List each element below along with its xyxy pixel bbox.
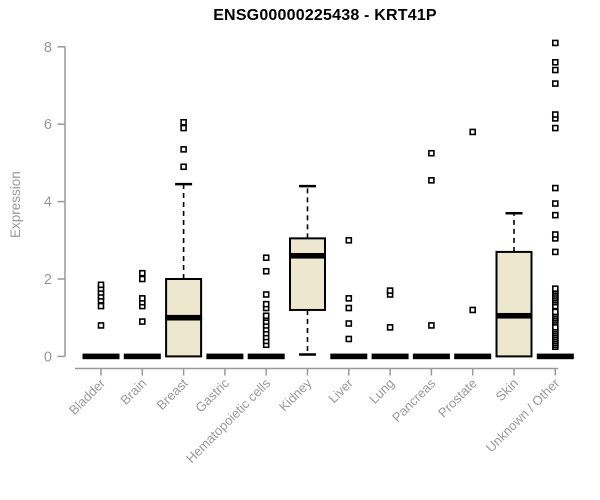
- outlier-bladder-0: [97, 322, 105, 329]
- median-hematopoietic-cells: [247, 353, 285, 360]
- outlier-pancreas-0: [428, 322, 435, 329]
- chart-title: ENSG00000225438 - KRT41P: [213, 7, 437, 24]
- outlier-lung-2: [386, 287, 394, 294]
- outlier-pancreas-2: [428, 149, 435, 157]
- outlier-breast-2: [180, 124, 187, 132]
- x-tick-label-unknown-other: Unknown / Other: [483, 375, 563, 455]
- median-bladder: [82, 353, 120, 360]
- y-tick-label-6: 6: [44, 117, 52, 133]
- outlier-unknown-other-31: [551, 184, 559, 192]
- outlier-liver-1: [345, 320, 353, 327]
- x-tick-label-lung: Lung: [366, 376, 397, 407]
- outlier-lung-0: [386, 324, 394, 331]
- outlier-breast-0: [180, 163, 187, 171]
- y-tick-label-0: 0: [44, 349, 52, 365]
- box-skin: [495, 250, 533, 358]
- x-tick-label-prostate: Prostate: [435, 376, 480, 421]
- outlier-unknown-other-29: [551, 211, 559, 219]
- outlier-brain-3: [139, 295, 146, 302]
- outlier-unknown-other-28: [551, 231, 559, 238]
- median-gastric: [206, 353, 244, 360]
- outlier-hematopoietic-cells-12: [262, 267, 270, 275]
- y-tick-label-2: 2: [44, 272, 52, 288]
- outlier-unknown-other-30: [551, 200, 559, 207]
- outlier-unknown-other-32: [551, 124, 559, 132]
- outlier-unknown-other-38: [551, 39, 559, 47]
- median-brain: [123, 353, 161, 360]
- outlier-breast-3: [180, 118, 187, 126]
- box-kidney: [289, 237, 326, 311]
- outlier-hematopoietic-cells-11: [262, 291, 270, 298]
- outlier-prostate-1: [469, 128, 477, 136]
- y-tick-label-8: 8: [44, 40, 52, 56]
- outlier-pancreas-1: [428, 177, 435, 184]
- outlier-liver-4: [345, 237, 353, 244]
- x-tick-label-skin: Skin: [493, 376, 521, 404]
- median-unknown-other: [536, 353, 574, 360]
- median-kidney: [289, 252, 326, 259]
- median-prostate: [454, 353, 492, 360]
- outlier-brain-5: [139, 269, 146, 277]
- x-tick-label-gastric: Gastric: [192, 375, 232, 415]
- outlier-unknown-other-37: [551, 58, 559, 66]
- median-pancreas: [412, 353, 450, 360]
- median-breast: [165, 314, 203, 321]
- median-liver: [330, 353, 368, 360]
- x-tick-label-kidney: Kidney: [276, 375, 315, 414]
- x-tick-label-brain: Brain: [117, 376, 149, 408]
- x-tick-label-bladder: Bladder: [66, 375, 109, 418]
- x-tick-label-liver: Liver: [325, 375, 356, 406]
- outlier-unknown-other-26: [551, 248, 559, 256]
- outlier-bladder-6: [97, 281, 105, 289]
- outlier-brain-4: [139, 275, 146, 283]
- outlier-unknown-other-36: [551, 66, 559, 74]
- outlier-prostate-0: [469, 306, 477, 314]
- outlier-unknown-other-35: [551, 80, 559, 87]
- outlier-unknown-other-16: [551, 308, 559, 316]
- y-tick-label-4: 4: [44, 195, 52, 211]
- outlier-unknown-other-10: [551, 324, 559, 331]
- median-lung: [371, 353, 409, 360]
- outlier-liver-0: [345, 335, 353, 343]
- outlier-bladder-1: [97, 302, 105, 310]
- outlier-liver-2: [345, 304, 353, 312]
- outlier-liver-3: [345, 295, 353, 302]
- outlier-brain-0: [139, 318, 146, 325]
- outlier-hematopoietic-cells-10: [262, 300, 270, 308]
- outlier-breast-1: [180, 146, 187, 153]
- median-skin: [495, 312, 533, 319]
- outlier-hematopoietic-cells-8: [262, 312, 270, 320]
- outlier-unknown-other-25: [551, 285, 559, 292]
- x-tick-label-breast: Breast: [154, 375, 191, 412]
- outlier-unknown-other-34: [551, 111, 559, 118]
- x-tick-label-pancreas: Pancreas: [389, 375, 439, 425]
- outlier-hematopoietic-cells-13: [262, 254, 270, 262]
